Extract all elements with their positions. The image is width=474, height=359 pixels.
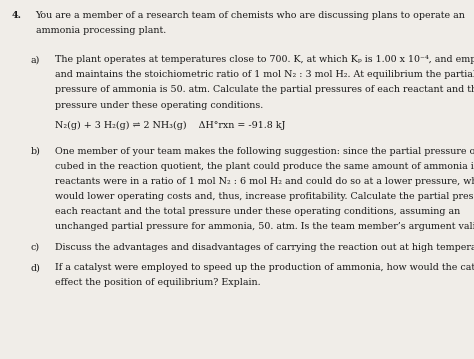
Text: d): d) — [31, 263, 41, 272]
Text: reactants were in a ratio of 1 mol N₂ : 6 mol H₂ and could do so at a lower pres: reactants were in a ratio of 1 mol N₂ : … — [55, 177, 474, 186]
Text: cubed in the reaction quotient, the plant could produce the same amount of ammon: cubed in the reaction quotient, the plan… — [55, 162, 474, 171]
Text: You are a member of a research team of chemists who are discussing plans to oper: You are a member of a research team of c… — [36, 11, 465, 20]
Text: pressure under these operating conditions.: pressure under these operating condition… — [55, 101, 263, 109]
Text: If a catalyst were employed to speed up the production of ammonia, how would the: If a catalyst were employed to speed up … — [55, 263, 474, 272]
Text: One member of your team makes the following suggestion: since the partial pressu: One member of your team makes the follow… — [55, 147, 474, 156]
Text: Discuss the advantages and disadvantages of carrying the reaction out at high te: Discuss the advantages and disadvantages… — [55, 243, 474, 252]
Text: a): a) — [31, 55, 40, 64]
Text: would lower operating costs and, thus, increase profitability. Calculate the par: would lower operating costs and, thus, i… — [55, 192, 474, 201]
Text: b): b) — [31, 147, 41, 156]
Text: pressure of ammonia is 50. atm. Calculate the partial pressures of each reactant: pressure of ammonia is 50. atm. Calculat… — [55, 85, 474, 94]
Text: c): c) — [31, 243, 40, 252]
Text: N₂(g) + 3 H₂(g) ⇌ 2 NH₃(g)    ΔH°rxn = -91.8 kJ: N₂(g) + 3 H₂(g) ⇌ 2 NH₃(g) ΔH°rxn = -91.… — [55, 121, 285, 130]
Text: and maintains the stoichiometric ratio of 1 mol N₂ : 3 mol H₂. At equilibrium th: and maintains the stoichiometric ratio o… — [55, 70, 474, 79]
Text: effect the position of equilibrium? Explain.: effect the position of equilibrium? Expl… — [55, 278, 260, 287]
Text: 4.: 4. — [12, 11, 22, 20]
Text: The plant operates at temperatures close to 700. K, at which Kₚ is 1.00 x 10⁻⁴, : The plant operates at temperatures close… — [55, 55, 474, 64]
Text: ammonia processing plant.: ammonia processing plant. — [36, 26, 166, 35]
Text: unchanged partial pressure for ammonia, 50. atm. Is the team member’s argument v: unchanged partial pressure for ammonia, … — [55, 222, 474, 231]
Text: each reactant and the total pressure under these operating conditions, assuming : each reactant and the total pressure und… — [55, 207, 460, 216]
